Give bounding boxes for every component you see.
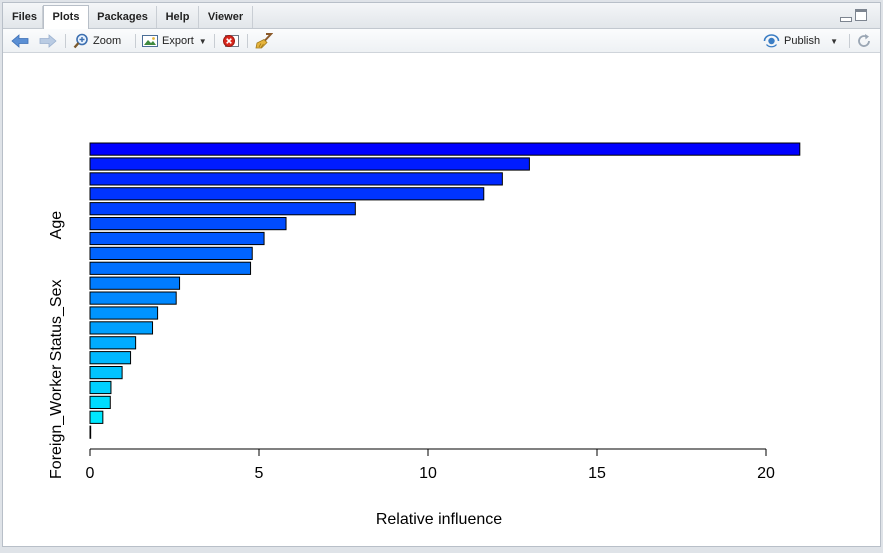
clear-all-plots-button[interactable] (255, 32, 273, 50)
zoom-button[interactable]: Zoom (73, 32, 121, 50)
bar (89, 366, 123, 380)
toolbar-divider (135, 34, 136, 48)
x-tick-label: 10 (419, 465, 437, 482)
bar (89, 142, 801, 156)
refresh-button[interactable] (856, 32, 872, 50)
bar (89, 395, 111, 409)
publish-icon (763, 34, 780, 48)
x-tick-label: 0 (86, 465, 95, 482)
publish-menu-button[interactable]: Publish ▼ (763, 32, 838, 50)
bar (89, 217, 287, 231)
bar (89, 321, 154, 335)
toolbar-divider (849, 34, 850, 48)
tab-plots[interactable]: Plots (43, 5, 89, 29)
bar (89, 246, 253, 261)
bar (89, 380, 112, 395)
tab-help[interactable]: Help (157, 6, 199, 28)
x-tick-label: 5 (255, 465, 264, 482)
export-menu-button[interactable]: Export ▼ (142, 32, 207, 50)
bar-group (89, 142, 801, 439)
bar (89, 157, 530, 171)
plot-viewer: 0 5 10 15 20 Age Status_Sex Foreign_Worker Rel… (3, 53, 882, 548)
bar (89, 306, 159, 320)
tab-viewer[interactable]: Viewer (199, 6, 253, 28)
x-axis-ticks: 0 5 10 15 20 (86, 449, 775, 482)
bar (89, 261, 252, 275)
dropdown-caret-icon: ▼ (830, 36, 838, 46)
refresh-icon (858, 34, 870, 47)
bar (89, 351, 132, 365)
export-label: Export (162, 35, 194, 47)
toolbar-divider (65, 34, 66, 48)
bar (89, 202, 356, 216)
publish-label: Publish (784, 35, 821, 47)
pane-tab-bar: Files Plots Packages Help Viewer (3, 3, 880, 29)
arrow-left-icon (11, 34, 29, 48)
toolbar-divider (247, 34, 248, 48)
bar (89, 425, 92, 439)
tab-files[interactable]: Files (7, 6, 43, 28)
forward-button[interactable] (39, 32, 57, 50)
tab-packages[interactable]: Packages (89, 6, 157, 28)
zoom-label: Zoom (93, 35, 122, 47)
bar (89, 231, 265, 246)
remove-plot-icon (223, 35, 239, 47)
bar (89, 336, 137, 350)
toolbar-divider (214, 34, 215, 48)
remove-plot-button[interactable] (222, 32, 240, 50)
y-category-label: Age (48, 211, 65, 240)
maximize-pane-icon[interactable] (855, 9, 867, 21)
bar (89, 172, 503, 186)
y-category-label: Status_Sex (48, 280, 65, 362)
bar (89, 276, 181, 290)
back-button[interactable] (11, 32, 29, 50)
y-axis-labels: Age Status_Sex Foreign_Worker (48, 211, 65, 479)
zoom-icon (73, 33, 88, 49)
plots-toolbar: Zoom Export ▼ (3, 29, 880, 53)
x-tick-label: 15 (588, 465, 606, 482)
bar (89, 291, 177, 305)
bar (89, 187, 485, 201)
arrow-right-icon (39, 34, 57, 48)
minimize-pane-icon[interactable] (839, 9, 852, 22)
relative-influence-chart: 0 5 10 15 20 Age Status_Sex Foreign_Worker Rel… (48, 142, 801, 528)
x-axis-title: Relative influence (376, 511, 502, 528)
bar (89, 410, 104, 424)
export-image-icon (142, 35, 158, 47)
y-category-label: Foreign_Worker (48, 364, 65, 479)
dropdown-caret-icon: ▼ (198, 36, 207, 46)
broom-icon (255, 33, 273, 49)
x-tick-label: 20 (757, 465, 775, 482)
